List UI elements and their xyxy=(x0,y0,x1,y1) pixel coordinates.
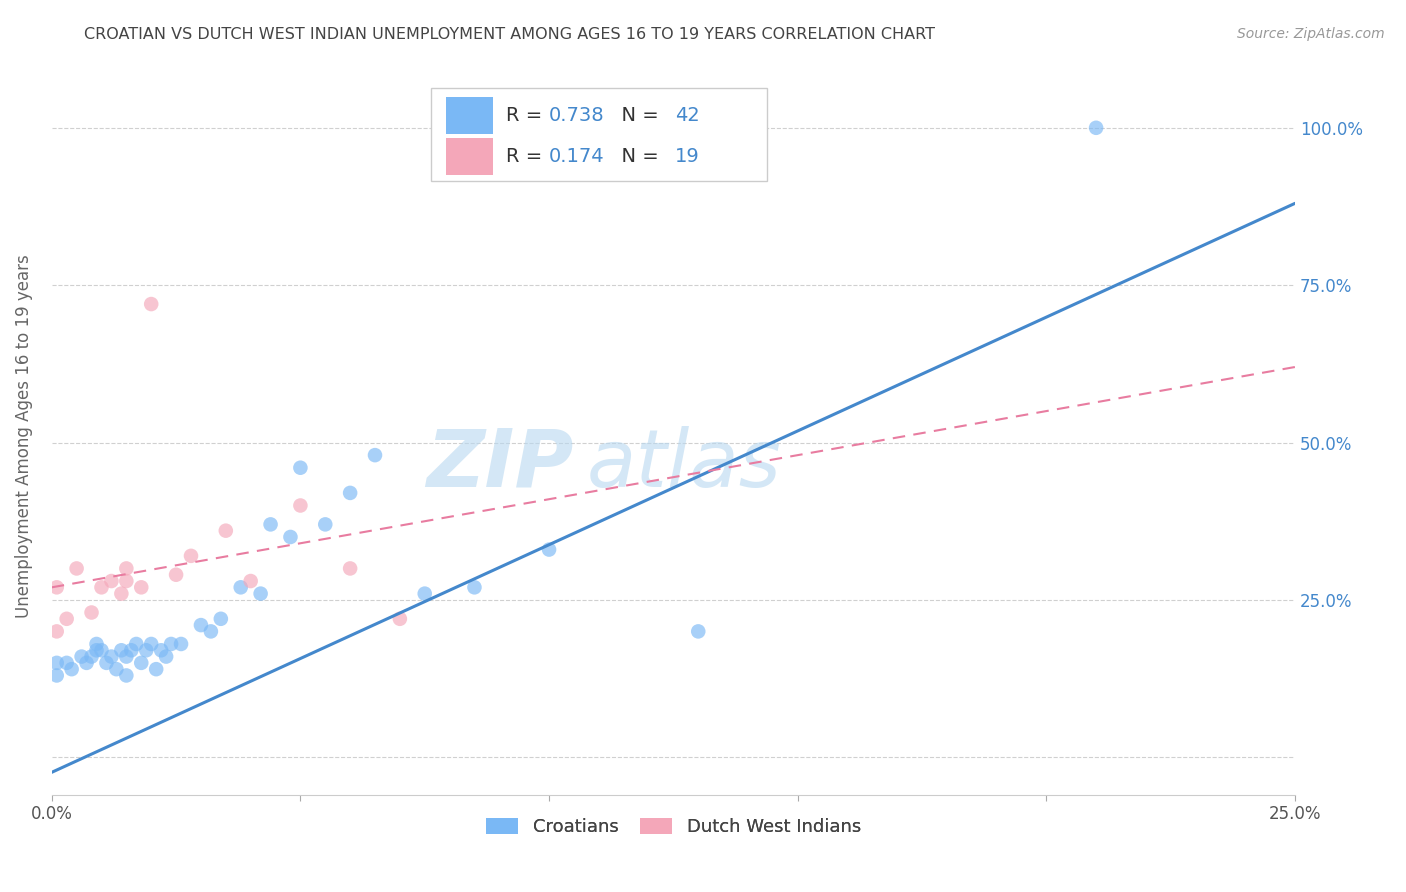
FancyBboxPatch shape xyxy=(446,97,494,134)
Point xyxy=(115,649,138,664)
Point xyxy=(145,662,167,676)
Point xyxy=(150,643,173,657)
Point xyxy=(90,580,112,594)
Point xyxy=(339,561,361,575)
Point xyxy=(55,656,77,670)
Point xyxy=(280,530,302,544)
Point xyxy=(45,624,67,639)
Point xyxy=(129,656,152,670)
Point xyxy=(259,517,281,532)
Point xyxy=(229,580,252,594)
Point xyxy=(388,612,411,626)
Point xyxy=(110,586,132,600)
Point xyxy=(110,643,132,657)
Point xyxy=(135,643,157,657)
Y-axis label: Unemployment Among Ages 16 to 19 years: Unemployment Among Ages 16 to 19 years xyxy=(15,254,32,618)
Point xyxy=(115,561,138,575)
Point xyxy=(249,586,271,600)
Point xyxy=(688,624,710,639)
Point xyxy=(45,580,67,594)
Point xyxy=(463,580,485,594)
Point xyxy=(125,637,148,651)
Point xyxy=(90,643,112,657)
Point xyxy=(209,612,232,626)
Point xyxy=(100,574,122,588)
Text: 42: 42 xyxy=(675,106,699,125)
Point xyxy=(538,542,561,557)
Point xyxy=(65,561,87,575)
Point xyxy=(86,643,108,657)
Point xyxy=(141,637,163,651)
Text: atlas: atlas xyxy=(586,426,782,504)
Point xyxy=(55,612,77,626)
Text: N =: N = xyxy=(609,106,665,125)
Point xyxy=(339,486,361,500)
Point xyxy=(115,668,138,682)
Text: 0.174: 0.174 xyxy=(550,147,605,166)
Text: R =: R = xyxy=(506,106,548,125)
Text: 0.738: 0.738 xyxy=(550,106,605,125)
Point xyxy=(100,649,122,664)
Point xyxy=(76,656,98,670)
Point xyxy=(129,580,152,594)
Point xyxy=(45,668,67,682)
Point xyxy=(60,662,83,676)
Point xyxy=(45,656,67,670)
Point xyxy=(180,549,202,563)
Text: ZIP: ZIP xyxy=(426,426,574,504)
Text: Source: ZipAtlas.com: Source: ZipAtlas.com xyxy=(1237,27,1385,41)
Point xyxy=(70,649,93,664)
Point xyxy=(80,606,103,620)
Point xyxy=(160,637,183,651)
Point xyxy=(200,624,222,639)
Point xyxy=(170,637,193,651)
Point xyxy=(105,662,128,676)
Point xyxy=(239,574,262,588)
FancyBboxPatch shape xyxy=(432,88,766,181)
FancyBboxPatch shape xyxy=(446,137,494,175)
Point xyxy=(86,637,108,651)
Point xyxy=(215,524,238,538)
Point xyxy=(96,656,118,670)
Text: 19: 19 xyxy=(675,147,699,166)
Point xyxy=(165,567,187,582)
Point xyxy=(80,649,103,664)
Point xyxy=(120,643,142,657)
Point xyxy=(290,499,312,513)
Point xyxy=(364,448,387,462)
Text: N =: N = xyxy=(609,147,665,166)
Point xyxy=(155,649,177,664)
Point xyxy=(413,586,436,600)
Point xyxy=(190,618,212,632)
Text: CROATIAN VS DUTCH WEST INDIAN UNEMPLOYMENT AMONG AGES 16 TO 19 YEARS CORRELATION: CROATIAN VS DUTCH WEST INDIAN UNEMPLOYME… xyxy=(84,27,935,42)
Point xyxy=(115,574,138,588)
Text: R =: R = xyxy=(506,147,548,166)
Legend: Croatians, Dutch West Indians: Croatians, Dutch West Indians xyxy=(478,811,869,844)
Point xyxy=(141,297,163,311)
Point xyxy=(1085,120,1108,135)
Point xyxy=(314,517,336,532)
Point xyxy=(290,460,312,475)
